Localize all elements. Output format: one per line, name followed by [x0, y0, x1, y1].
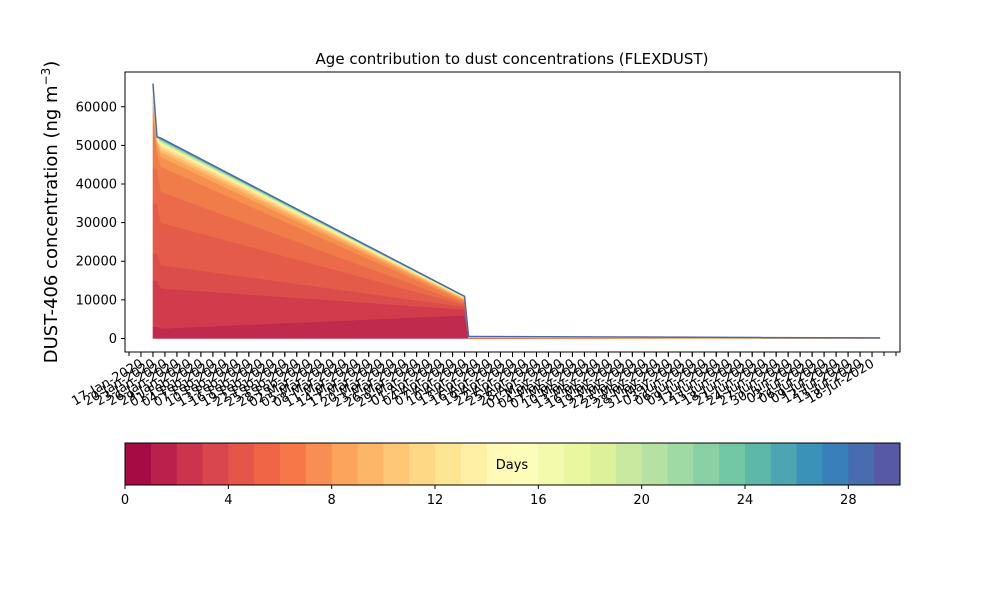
- colorbar-tick-label: 4: [224, 493, 232, 508]
- colorbar-segment: [357, 443, 384, 485]
- colorbar-segment: [486, 443, 513, 485]
- colorbar-segment: [202, 443, 229, 485]
- colorbar-frame: [124, 442, 901, 486]
- colorbar-segment: [150, 443, 178, 485]
- colorbar-tick-label: 0: [121, 493, 129, 508]
- colorbar-tick-label: 16: [530, 493, 547, 508]
- colorbar-segment: [512, 443, 539, 485]
- colorbar-segment: [176, 443, 203, 485]
- colorbar-tick-label: 8: [328, 493, 336, 508]
- colorbar-segment: [770, 443, 798, 485]
- colorbar-segment: [228, 443, 255, 485]
- colorbar-segment: [874, 443, 901, 485]
- y-axis-label-main: DUST-406 concentration (ng m: [41, 85, 62, 363]
- y-axis-label-exponent: −3: [39, 68, 53, 86]
- x-axis: 17-Jan-202020-Jan-202023-Jan-202026-Jan-…: [69, 352, 897, 412]
- colorbar-tick-label: 20: [633, 493, 650, 508]
- colorbar-segment: [280, 443, 307, 485]
- colorbar-segment: [254, 443, 281, 485]
- colorbar-segment: [435, 443, 462, 485]
- y-tick-label: 10000: [76, 293, 117, 308]
- colorbar-segment: [667, 443, 694, 485]
- y-tick-label: 20000: [76, 255, 117, 270]
- colorbar-segment: [641, 443, 668, 485]
- colorbar-segment: [796, 443, 823, 485]
- colorbar-label: Days: [496, 458, 529, 473]
- colorbar-segment: [615, 443, 643, 485]
- y-tick-label: 0: [109, 332, 117, 347]
- y-tick-label: 50000: [76, 139, 117, 154]
- y-axis: 0 10000 20000 30000 40000 50000 60000: [76, 100, 125, 347]
- y-axis-label-close: ): [41, 61, 62, 68]
- chart-title: Age contribution to dust concentrations …: [316, 50, 709, 68]
- colorbar-segment: [125, 443, 152, 485]
- colorbar-segment: [848, 443, 875, 485]
- colorbar-segment: [331, 443, 358, 485]
- colorbar-tick-label: 24: [737, 493, 754, 508]
- colorbar-tick-label: 28: [840, 493, 857, 508]
- y-axis-label: DUST-406 concentration (ng m−3): [39, 61, 62, 364]
- colorbar-segment: [590, 443, 617, 485]
- colorbar-segment: [822, 443, 849, 485]
- colorbar-segment: [383, 443, 410, 485]
- colorbar-segment: [409, 443, 436, 485]
- y-tick-label: 60000: [76, 100, 117, 115]
- colorbar-segment: [745, 443, 772, 485]
- y-tick-label: 30000: [76, 216, 117, 231]
- colorbar-segment: [719, 443, 746, 485]
- colorbar-tick-label: 12: [427, 493, 444, 508]
- colorbar: 0 4 8 12 16 20 24 28: [121, 442, 901, 508]
- total-concentration-line: [152, 83, 881, 339]
- area-series-group: [152, 83, 881, 339]
- colorbar-segment: [538, 443, 565, 485]
- colorbar-segment: [564, 443, 591, 485]
- colorbar-segment: [460, 443, 488, 485]
- colorbar-segment: [693, 443, 720, 485]
- colorbar-segment: [305, 443, 333, 485]
- y-tick-label: 40000: [76, 178, 117, 193]
